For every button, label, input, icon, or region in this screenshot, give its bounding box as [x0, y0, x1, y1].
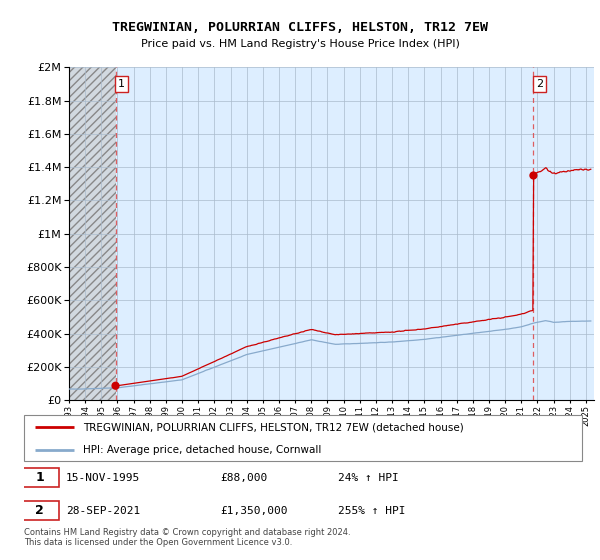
Text: 1: 1: [35, 471, 44, 484]
Text: 2: 2: [35, 504, 44, 517]
Bar: [69, 67, 116, 400]
Text: 255% ↑ HPI: 255% ↑ HPI: [338, 506, 406, 516]
FancyBboxPatch shape: [20, 468, 59, 487]
Text: TREGWINIAN, POLURRIAN CLIFFS, HELSTON, TR12 7EW (detached house): TREGWINIAN, POLURRIAN CLIFFS, HELSTON, T…: [83, 422, 464, 432]
Bar: [69, 67, 116, 400]
FancyBboxPatch shape: [24, 416, 582, 461]
Text: Price paid vs. HM Land Registry's House Price Index (HPI): Price paid vs. HM Land Registry's House …: [140, 39, 460, 49]
Text: £88,000: £88,000: [220, 473, 268, 483]
Point: [529, 171, 538, 180]
FancyBboxPatch shape: [20, 501, 59, 520]
Text: 24% ↑ HPI: 24% ↑ HPI: [338, 473, 399, 483]
Text: 15-NOV-1995: 15-NOV-1995: [66, 473, 140, 483]
Text: 2: 2: [536, 79, 543, 89]
Text: HPI: Average price, detached house, Cornwall: HPI: Average price, detached house, Corn…: [83, 445, 321, 455]
Point: [111, 381, 121, 390]
Text: TREGWINIAN, POLURRIAN CLIFFS, HELSTON, TR12 7EW: TREGWINIAN, POLURRIAN CLIFFS, HELSTON, T…: [112, 21, 488, 34]
Text: 28-SEP-2021: 28-SEP-2021: [66, 506, 140, 516]
Text: 1: 1: [118, 79, 125, 89]
Text: £1,350,000: £1,350,000: [220, 506, 288, 516]
Text: Contains HM Land Registry data © Crown copyright and database right 2024.
This d: Contains HM Land Registry data © Crown c…: [24, 528, 350, 547]
